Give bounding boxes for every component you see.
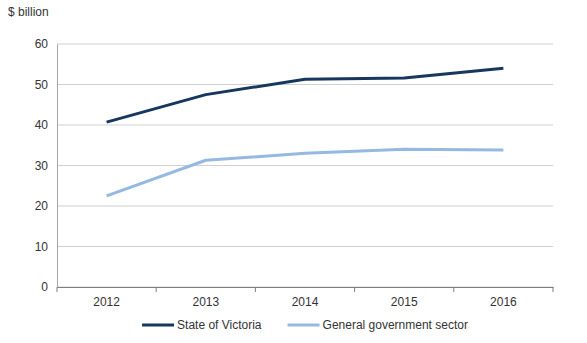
grid-line bbox=[57, 246, 553, 247]
x-axis: 2012 2013 2014 2015 2016 bbox=[57, 287, 554, 309]
y-tick-label: 30 bbox=[35, 159, 49, 173]
legend-label: General government sector bbox=[323, 318, 468, 332]
grid-line bbox=[57, 125, 553, 126]
y-tick-label: 60 bbox=[35, 37, 49, 51]
category-divider bbox=[156, 287, 157, 292]
y-tick-label: 0 bbox=[41, 280, 48, 294]
category-divider bbox=[354, 287, 355, 292]
x-tick: 2016 bbox=[490, 287, 517, 309]
grid-line bbox=[57, 44, 553, 45]
series-group bbox=[107, 68, 504, 196]
legend: State of Victoria General government sect… bbox=[142, 318, 468, 332]
grid-line bbox=[57, 165, 553, 166]
legend-item: General government sector bbox=[288, 318, 468, 332]
y-tick: 10 bbox=[35, 240, 57, 254]
y-tick: 0 bbox=[41, 280, 57, 294]
x-tick-label: 2014 bbox=[292, 295, 319, 309]
y-tick: 60 bbox=[35, 37, 57, 51]
category-divider bbox=[553, 287, 554, 292]
y-axis: 0 10 20 30 40 50 60 bbox=[35, 37, 58, 294]
legend-swatch bbox=[288, 324, 320, 327]
x-tick-label: 2016 bbox=[490, 295, 517, 309]
category-divider bbox=[57, 287, 58, 292]
y-tick-label: 20 bbox=[35, 199, 49, 213]
series-line bbox=[107, 68, 504, 122]
y-tick-label: 10 bbox=[35, 240, 49, 254]
y-axis-line bbox=[57, 45, 58, 288]
grid-line bbox=[57, 84, 553, 85]
y-tick: 50 bbox=[35, 78, 57, 92]
y-tick: 30 bbox=[35, 159, 57, 173]
grid bbox=[57, 44, 553, 287]
legend-item: State of Victoria bbox=[142, 318, 262, 332]
x-tick: 2014 bbox=[292, 287, 319, 309]
grid-line bbox=[57, 287, 553, 288]
x-tick: 2015 bbox=[391, 287, 418, 309]
y-tick: 20 bbox=[35, 199, 57, 213]
category-divider bbox=[453, 287, 454, 292]
y-tick-label: 40 bbox=[35, 118, 49, 132]
y-tick-label: 50 bbox=[35, 78, 49, 92]
chart: 0 10 20 30 40 50 60 2012 2013 2014 2015 2016 $ billi… bbox=[0, 0, 587, 343]
legend-swatch bbox=[142, 324, 174, 327]
y-axis-title: $ billion bbox=[8, 5, 49, 19]
x-tick-label: 2012 bbox=[93, 295, 120, 309]
x-tick-label: 2013 bbox=[192, 295, 219, 309]
x-tick: 2012 bbox=[93, 287, 120, 309]
x-tick-label: 2015 bbox=[391, 295, 418, 309]
series-line bbox=[107, 149, 504, 196]
grid-line bbox=[57, 206, 553, 207]
plot-area: 0 10 20 30 40 50 60 2012 2013 2014 2015 2016 bbox=[35, 37, 554, 308]
x-axis-line bbox=[58, 287, 554, 288]
x-tick: 2013 bbox=[192, 287, 219, 309]
category-divider bbox=[255, 287, 256, 292]
y-tick: 40 bbox=[35, 118, 57, 132]
legend-label: State of Victoria bbox=[177, 318, 262, 332]
category-dividers bbox=[57, 287, 553, 292]
